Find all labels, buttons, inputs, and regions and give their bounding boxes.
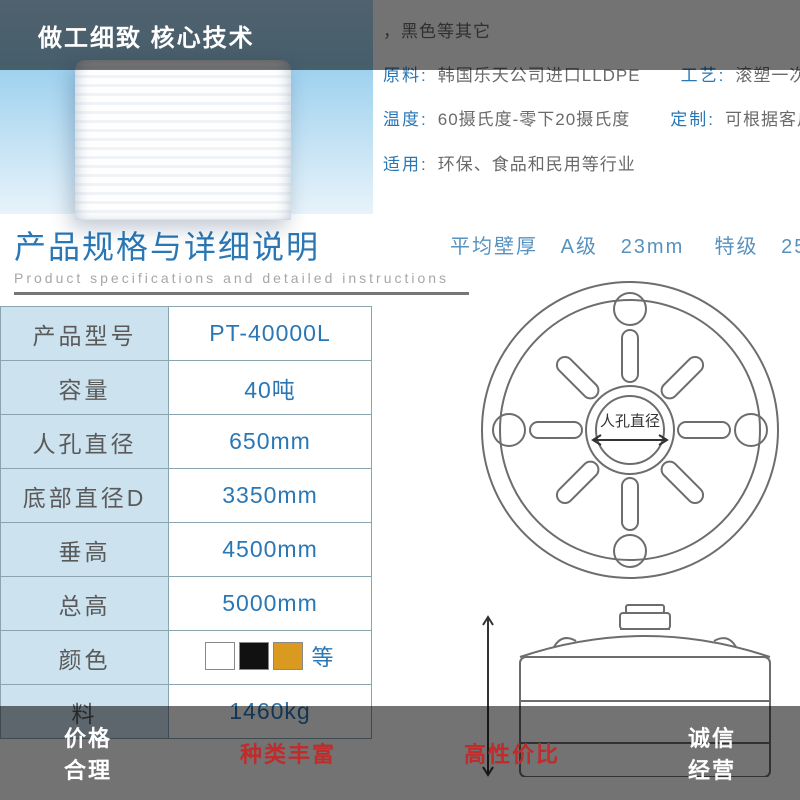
diagram-panel: 平均壁厚 A级 23mm 特级 25mm [450,230,800,777]
top-banner-text: 做工细致 核心技术 [38,18,255,53]
table-row: 总高5000mm [1,577,372,631]
thick-grade-a: A级 [561,236,598,258]
badge-price-l1: 价格 [64,721,112,753]
info-temp-key: 温度: [383,98,428,142]
top-view-diagram: 人孔直径 [475,275,785,585]
section-title: 产品规格与详细说明 Product specifications and det… [0,222,470,301]
spec-val: 40吨 [169,361,372,415]
product-photo [75,60,291,220]
bottom-banner: 价格 合理 种类丰富 高性价比 诚信 经营 [0,706,800,800]
section-title-cn: 产品规格与详细说明 [14,222,470,268]
spec-val: 3350mm [169,469,372,523]
thick-a-val: 23mm [621,236,685,258]
thick-s-val: 25mm [781,236,800,258]
table-row: 产品型号PT-40000L [1,307,372,361]
spec-val: 5000mm [169,577,372,631]
spec-key: 容量 [1,361,169,415]
info-apply-key: 适用: [383,143,428,187]
spec-key: 产品型号 [1,307,169,361]
spec-key: 垂高 [1,523,169,577]
manhole-label: 人孔直径 [600,413,660,430]
badge-variety-l1: 种类丰富 [240,737,336,769]
table-row: 颜色 等 [1,631,372,685]
table-row: 底部直径D3350mm [1,469,372,523]
info-apply-val: 环保、食品和民用等行业 [438,143,636,187]
table-row: 人孔直径650mm [1,415,372,469]
spec-val: PT-40000L [169,307,372,361]
badge-honest-l1: 诚信 [688,721,736,753]
color-swatch-yellow [273,642,303,670]
info-custom-key: 定制: [670,98,715,142]
color-swatch-white [205,642,235,670]
badge-price-l2: 合理 [64,753,112,785]
badge-value: 高性价比 [464,737,560,769]
section-title-underline [14,292,469,295]
spec-val: 4500mm [169,523,372,577]
thick-grade-s: 特级 [715,236,759,258]
spec-key: 人孔直径 [1,415,169,469]
spec-key: 总高 [1,577,169,631]
badge-value-l1: 高性价比 [464,737,560,769]
spec-val: 650mm [169,415,372,469]
badge-variety: 种类丰富 [240,737,336,769]
spec-table: 产品型号PT-40000L容量40吨人孔直径650mm底部直径D3350mm垂高… [0,306,372,739]
badge-honest-l2: 经营 [688,753,736,785]
color-etc: 等 [311,640,334,672]
table-row: 容量40吨 [1,361,372,415]
section-title-en: Product specifications and detailed inst… [14,270,470,286]
info-temp-val: 60摄氏度-零下20摄氏度 [438,98,630,142]
badge-price: 价格 合理 [64,721,112,785]
top-banner: 做工细致 核心技术 [0,0,800,70]
table-row: 垂高4500mm [1,523,372,577]
spec-key: 底部直径D [1,469,169,523]
info-custom-val: 可根据客户需求量身定制 [725,98,800,142]
spec-key: 颜色 [1,631,169,685]
thickness-line: 平均壁厚 A级 23mm 特级 25mm [450,230,800,259]
spec-val: 等 [169,631,372,685]
badge-honest: 诚信 经营 [688,721,736,785]
color-swatch-black [239,642,269,670]
thick-avg-label: 平均壁厚 [450,236,538,258]
